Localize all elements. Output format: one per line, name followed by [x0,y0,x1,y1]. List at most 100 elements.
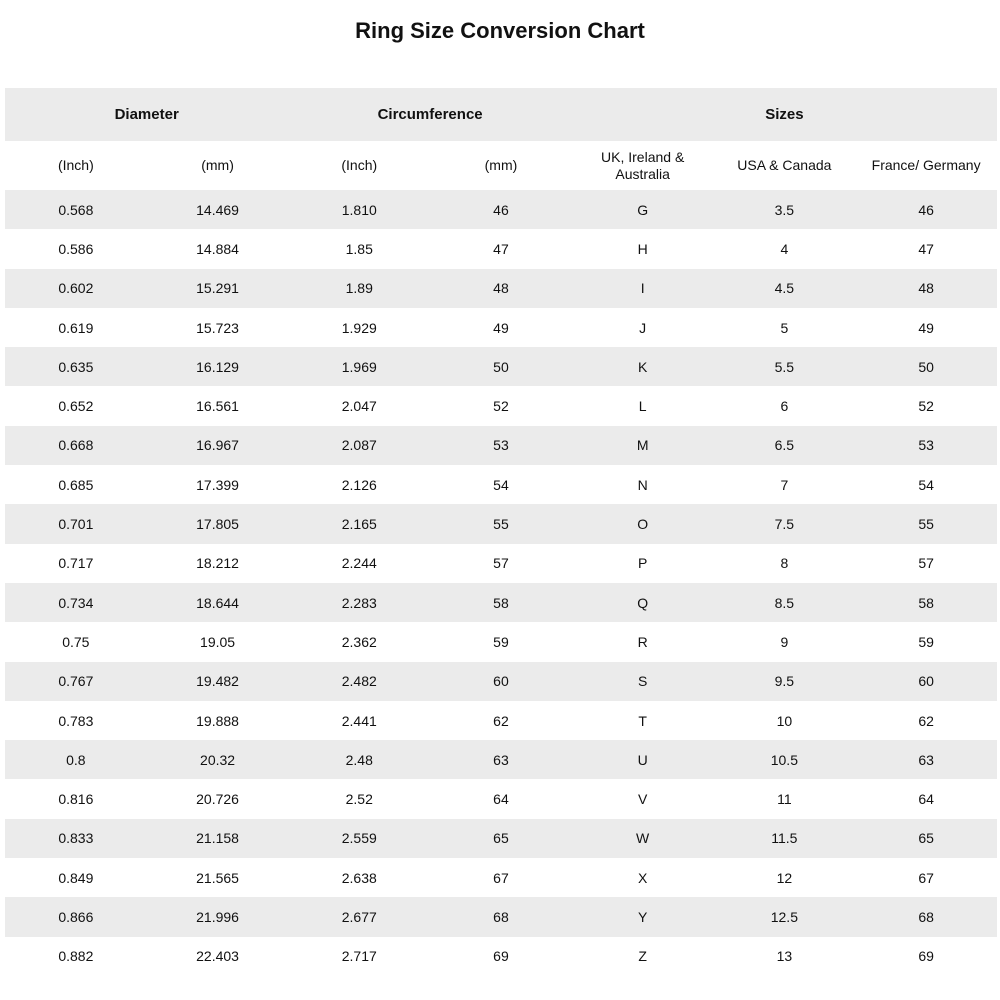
table-row: 0.816 20.726 2.52 64 V 11 64 [5,779,997,819]
table-cell-col0: 0.586 [58,240,94,257]
table-row: 0.568 14.469 1.810 46 G 3.5 46 [5,190,997,230]
table-cell-col4: I [640,280,645,297]
table-cell-col5: 4.5 [774,280,795,297]
table-cell-col2: 2.362 [341,633,377,650]
table-cell-col1: 18.212 [196,555,239,572]
page-title: Ring Size Conversion Chart [355,18,645,43]
table-cell-col1: 19.888 [196,712,239,729]
table-cell-col2: 2.087 [341,437,377,454]
table-cell-col6: 50 [918,358,934,375]
table-cell-col4: N [637,476,648,493]
table-row: 0.75 19.05 2.362 59 R 9 59 [5,622,997,662]
table-cell-col5: 7.5 [774,516,795,533]
table-cell-col3: 52 [493,398,509,415]
table-cell-col2: 2.482 [341,673,377,690]
table-row: 0.685 17.399 2.126 54 N 7 54 [5,465,997,505]
table-cell-col2: 1.810 [341,201,377,218]
table-cell-col6: 58 [918,594,934,611]
table-cell-col5: 6 [780,398,789,415]
table-cell-col6: 47 [918,240,934,257]
table-cell-col2: 2.244 [341,555,377,572]
table-cell-col3: 48 [493,280,509,297]
table-cell-col0: 0.75 [62,633,90,650]
column-header-1: (mm) [146,141,289,190]
table-cell-col6: 49 [918,319,934,336]
table-cell-col4: Q [637,594,649,611]
ring-size-conversion-table: Diameter Circumference Sizes (Inch) (mm) (In… [5,88,997,976]
table-cell-col2: 1.969 [341,358,377,375]
table-cell-col0: 0.701 [58,516,94,533]
table-cell-col1: 16.967 [196,437,239,454]
table-cell-col4: S [637,673,648,690]
table-row: 0.866 21.996 2.677 68 Y 12.5 68 [5,897,997,937]
table-cell-col5: 9 [780,633,789,650]
table-row: 0.635 16.129 1.969 50 K 5.5 50 [5,347,997,387]
table-cell-col3: 63 [493,751,509,768]
table-row: 0.767 19.482 2.482 60 S 9.5 60 [5,661,997,701]
table-cell-col1: 18.644 [196,594,239,611]
table-cell-col0: 0.833 [58,830,94,847]
table-row: 0.833 21.158 2.559 65 W 11.5 65 [5,818,997,859]
table-cell-col3: 62 [493,712,509,729]
table-cell-col6: 52 [918,398,934,415]
table-cell-col5: 4 [780,240,789,257]
table-cell-col3: 47 [493,240,509,257]
table-cell-col2: 2.677 [341,908,377,925]
column-header-5: USA & Canada [713,141,856,190]
table-row: 0.717 18.212 2.244 57 P 8 57 [5,543,997,583]
table-cell-col2: 1.89 [345,280,373,297]
table-cell-col3: 68 [493,908,509,925]
table-cell-col3: 50 [493,358,509,375]
table-cell-col4: G [637,201,649,218]
table-cell-col6: 55 [918,516,934,533]
table-row: 0.8 20.32 2.48 63 U 10.5 63 [5,740,997,780]
table-cell-col5: 10.5 [770,751,798,768]
table-cell-col6: 65 [918,830,934,847]
table-cell-col1: 17.805 [196,516,239,533]
table-cell-col1: 20.32 [200,751,236,768]
table-cell-col1: 21.158 [196,830,239,847]
table-cell-col1: 21.996 [196,908,239,925]
table-cell-col2: 2.165 [341,516,377,533]
table-cell-col0: 0.783 [58,712,94,729]
table-cell-col0: 0.685 [58,476,94,493]
column-header-row: (Inch) (mm) (Inch) (mm) UK, Ireland & Austra… [5,141,997,190]
table-cell-col2: 2.441 [341,712,377,729]
table-cell-col3: 59 [493,633,509,650]
table-cell-col5: 12.5 [770,908,798,925]
table-cell-col0: 0.816 [58,791,94,808]
table-cell-col5: 8.5 [774,594,795,611]
group-header-sizes: Sizes [571,88,997,141]
column-header-3: (mm) [430,141,572,190]
table-cell-col0: 0.734 [58,594,94,611]
table-cell-col0: 0.602 [58,280,94,297]
table-cell-col0: 0.8 [66,751,86,768]
table-cell-col2: 1.929 [341,319,377,336]
table-row: 0.602 15.291 1.89 48 I 4.5 48 [5,268,997,308]
table-cell-col2: 2.717 [341,948,377,965]
table-cell-col3: 46 [493,201,509,218]
table-cell-col4: Y [637,908,648,925]
table-cell-col4: W [636,830,650,847]
table-row: 0.668 16.967 2.087 53 M 6.5 53 [5,425,997,466]
table-cell-col6: 54 [918,476,934,493]
table-cell-col2: 2.283 [341,594,377,611]
group-header-diameter: Diameter [5,88,289,141]
table-cell-col0: 0.767 [58,673,94,690]
table-cell-col6: 57 [918,555,934,572]
table-cell-col4: H [637,240,648,257]
table-cell-col6: 62 [918,712,934,729]
table-cell-col0: 0.619 [58,319,94,336]
table-cell-col1: 14.469 [196,201,239,218]
table-cell-col0: 0.635 [58,358,94,375]
table-body: 0.568 14.469 1.810 46 G 3.5 46 0.586 14.884 1.85 4… [5,190,997,976]
table-cell-col6: 53 [918,437,934,454]
table-cell-col4: M [636,437,649,454]
table-cell-col5: 3.5 [774,201,795,218]
table-cell-col6: 59 [918,633,934,650]
table-cell-col3: 67 [493,869,509,886]
table-cell-col3: 54 [493,476,509,493]
table-cell-col3: 49 [493,319,509,336]
table-cell-col4: V [637,791,648,808]
table-row: 0.586 14.884 1.85 47 H 4 47 [5,229,997,269]
